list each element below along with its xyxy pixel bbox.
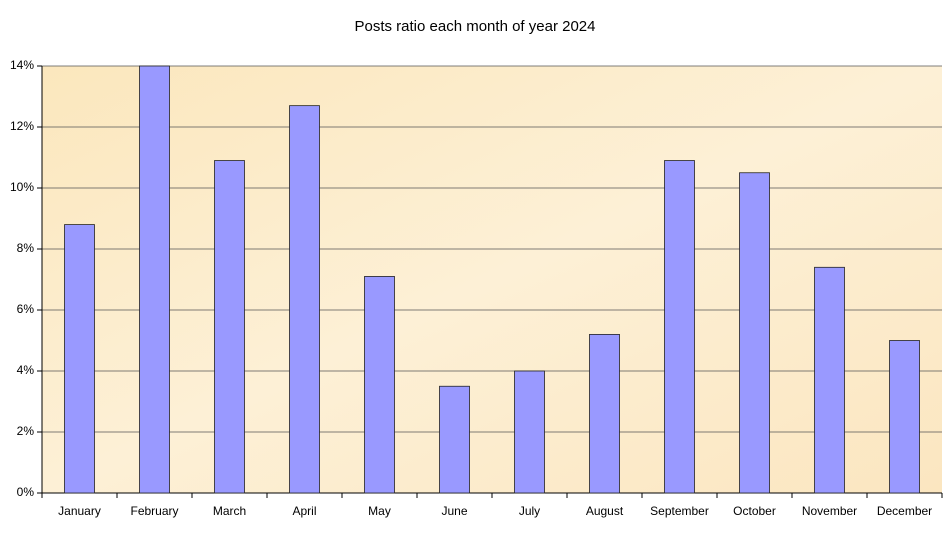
x-tick-label: November	[802, 504, 857, 518]
bar	[589, 333, 620, 494]
x-tick-label: July	[519, 504, 540, 518]
bar	[514, 370, 545, 494]
x-tick-label: January	[58, 504, 101, 518]
bar	[289, 105, 320, 494]
y-tick-label: 6%	[17, 302, 35, 316]
x-tick-label: May	[368, 504, 391, 518]
y-tick-label: 12%	[10, 119, 34, 133]
bar	[439, 385, 470, 494]
chart-title: Posts ratio each month of year 2024	[355, 18, 596, 35]
bar	[889, 340, 920, 494]
bar	[739, 172, 770, 494]
x-tick-label: February	[130, 504, 178, 518]
x-tick-label: March	[213, 504, 246, 518]
x-tick-label: June	[441, 504, 467, 518]
bar	[214, 160, 245, 494]
bar	[64, 224, 95, 494]
y-tick-label: 4%	[17, 363, 35, 377]
y-tick-label: 8%	[17, 241, 35, 255]
plot-area	[42, 66, 942, 493]
y-tick-label: 0%	[17, 485, 35, 499]
y-tick-label: 14%	[10, 58, 34, 72]
x-tick-label: April	[292, 504, 316, 518]
x-tick-label: September	[650, 504, 709, 518]
y-tick-label: 10%	[10, 180, 34, 194]
bar	[364, 276, 395, 494]
x-tick-label: October	[733, 504, 776, 518]
bar	[139, 65, 170, 494]
x-tick-label: August	[586, 504, 624, 518]
y-tick-label: 2%	[17, 424, 35, 438]
bar	[814, 266, 845, 494]
bar	[664, 160, 695, 494]
x-tick-label: December	[877, 504, 932, 518]
